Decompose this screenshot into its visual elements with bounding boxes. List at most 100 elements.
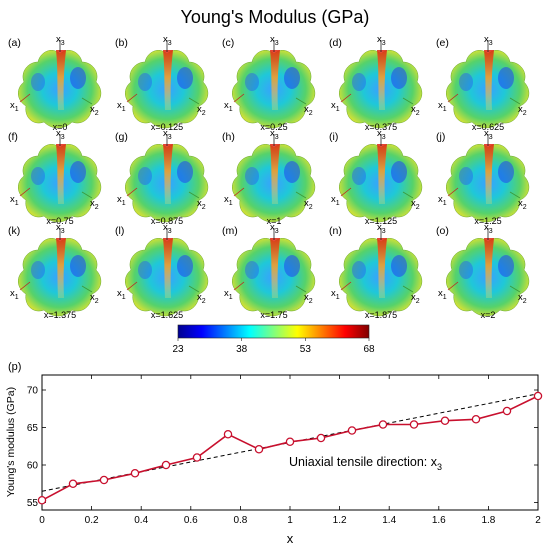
panel-letter: (d) xyxy=(329,37,342,49)
x1-axis-label: x1 xyxy=(438,100,447,113)
axis-subscript: 2 xyxy=(95,298,99,305)
x1-axis-label: x1 xyxy=(224,288,233,301)
surface-low-region xyxy=(498,255,514,277)
surface-low-region xyxy=(31,73,45,91)
x2-axis-line xyxy=(81,191,93,199)
surface-low-region xyxy=(391,161,407,183)
panel-caption: x=2 xyxy=(481,310,496,320)
axis-subscript: 1 xyxy=(336,106,340,113)
colorbar-tick-label: 38 xyxy=(236,344,248,355)
y-tick-label: 55 xyxy=(27,498,39,509)
x1-axis-label: x1 xyxy=(331,194,340,207)
annotation-text: Uniaxial tensile direction: x xyxy=(289,455,438,469)
axis-subscript: 2 xyxy=(523,298,527,305)
axis-subscript: 3 xyxy=(382,134,386,141)
panel-letter-p: (p) xyxy=(8,361,21,373)
surface-low-region xyxy=(245,167,259,185)
panel-caption: x=0.25 xyxy=(260,122,287,132)
surface-low-region xyxy=(459,261,473,279)
x2-axis-line xyxy=(295,191,307,199)
x3-axis-label: x3 xyxy=(377,128,386,141)
x2-axis-label: x2 xyxy=(304,198,313,211)
axis-subscript: 3 xyxy=(382,228,386,235)
x2-axis-line xyxy=(81,285,93,293)
axis-subscript: 2 xyxy=(309,298,313,305)
surface-low-region xyxy=(177,67,193,89)
surface-panel: (g) x3 x1 x2 x=0.875 xyxy=(115,128,209,226)
x1-axis-label: x1 xyxy=(331,100,340,113)
x-tick-label: 0 xyxy=(39,515,45,526)
surface-ridge xyxy=(484,238,494,298)
surface-ridge xyxy=(377,238,387,298)
panel-grid: (a) x3 x1 x2 x=0 (b) x3 x1 x2 x=0.125 (c) x3 x1 x2 x=0… xyxy=(8,34,530,320)
axis-subscript: 1 xyxy=(122,294,126,301)
x2-axis-line xyxy=(188,285,200,293)
axis-subscript: 2 xyxy=(202,298,206,305)
surface-panel: (j) x3 x1 x2 x=1.25 xyxy=(436,128,530,226)
axis-subscript: 3 xyxy=(168,40,172,47)
surface-low-region xyxy=(177,161,193,183)
panel-letter: (l) xyxy=(115,225,124,237)
panel-caption: x=1.625 xyxy=(151,310,183,320)
x1-axis-label: x1 xyxy=(117,288,126,301)
surface-ridge xyxy=(163,238,173,298)
x1-axis-line xyxy=(447,93,459,103)
surface-low-region xyxy=(284,255,300,277)
x1-axis-label: x1 xyxy=(438,194,447,207)
x1-axis-line xyxy=(447,187,459,197)
x3-axis-label: x3 xyxy=(270,222,279,235)
x1-axis-label: x1 xyxy=(224,194,233,207)
surface-low-region xyxy=(284,161,300,183)
surface-ridge xyxy=(163,50,173,110)
x2-axis-line xyxy=(188,97,200,105)
data-point xyxy=(192,453,202,462)
surface-ridge xyxy=(270,238,280,298)
plot-annotation: Uniaxial tensile direction: x3 xyxy=(289,455,442,472)
surface-low-region xyxy=(459,167,473,185)
surface-low-region xyxy=(498,161,514,183)
x-tick-label: 2 xyxy=(535,515,541,526)
axis-subscript: 3 xyxy=(168,134,172,141)
panel-letter: (g) xyxy=(115,131,128,143)
panel-caption: x=1.25 xyxy=(474,216,501,226)
axis-subscript: 2 xyxy=(523,110,527,117)
surface-panel: (b) x3 x1 x2 x=0.125 xyxy=(115,34,209,132)
x2-axis-label: x2 xyxy=(197,198,206,211)
x2-axis-label: x2 xyxy=(411,292,420,305)
x1-axis-line xyxy=(126,281,138,291)
x3-axis-label: x3 xyxy=(484,222,493,235)
axis-subscript: 2 xyxy=(416,204,420,211)
surface-low-region xyxy=(498,67,514,89)
x1-axis-line xyxy=(19,93,31,103)
surface-low-region xyxy=(31,261,45,279)
surface-panel: (a) x3 x1 x2 x=0 xyxy=(8,34,102,132)
x1-axis-label: x1 xyxy=(438,288,447,301)
surface-ridge xyxy=(484,50,494,110)
x2-axis-line xyxy=(295,285,307,293)
colorbar-gradient xyxy=(177,324,370,339)
surface-low-region xyxy=(284,67,300,89)
x2-axis-label: x2 xyxy=(90,292,99,305)
x-tick-label: 0.2 xyxy=(85,515,99,526)
x3-axis-label: x3 xyxy=(56,34,65,47)
x2-axis-label: x2 xyxy=(90,198,99,211)
data-point xyxy=(68,479,78,488)
panel-letter: (j) xyxy=(436,131,445,143)
x-tick-label: 1.6 xyxy=(432,515,446,526)
data-point xyxy=(285,437,295,446)
x1-axis-line xyxy=(19,187,31,197)
x3-axis-label: x3 xyxy=(484,34,493,47)
x1-axis-label: x1 xyxy=(10,194,19,207)
surface-ridge xyxy=(56,144,66,204)
x-tick-label: 1 xyxy=(287,515,293,526)
x1-axis-line xyxy=(233,93,245,103)
x1-axis-line xyxy=(126,187,138,197)
axis-subscript: 1 xyxy=(15,106,19,113)
y-tick-label: 65 xyxy=(27,423,39,434)
surface-panel: (e) x3 x1 x2 x=0.625 xyxy=(436,34,530,132)
surface-low-region xyxy=(138,73,152,91)
surface-panel: (o) x3 x1 x2 x=2 xyxy=(436,222,530,320)
surface-low-region xyxy=(352,167,366,185)
x2-axis-label: x2 xyxy=(411,198,420,211)
